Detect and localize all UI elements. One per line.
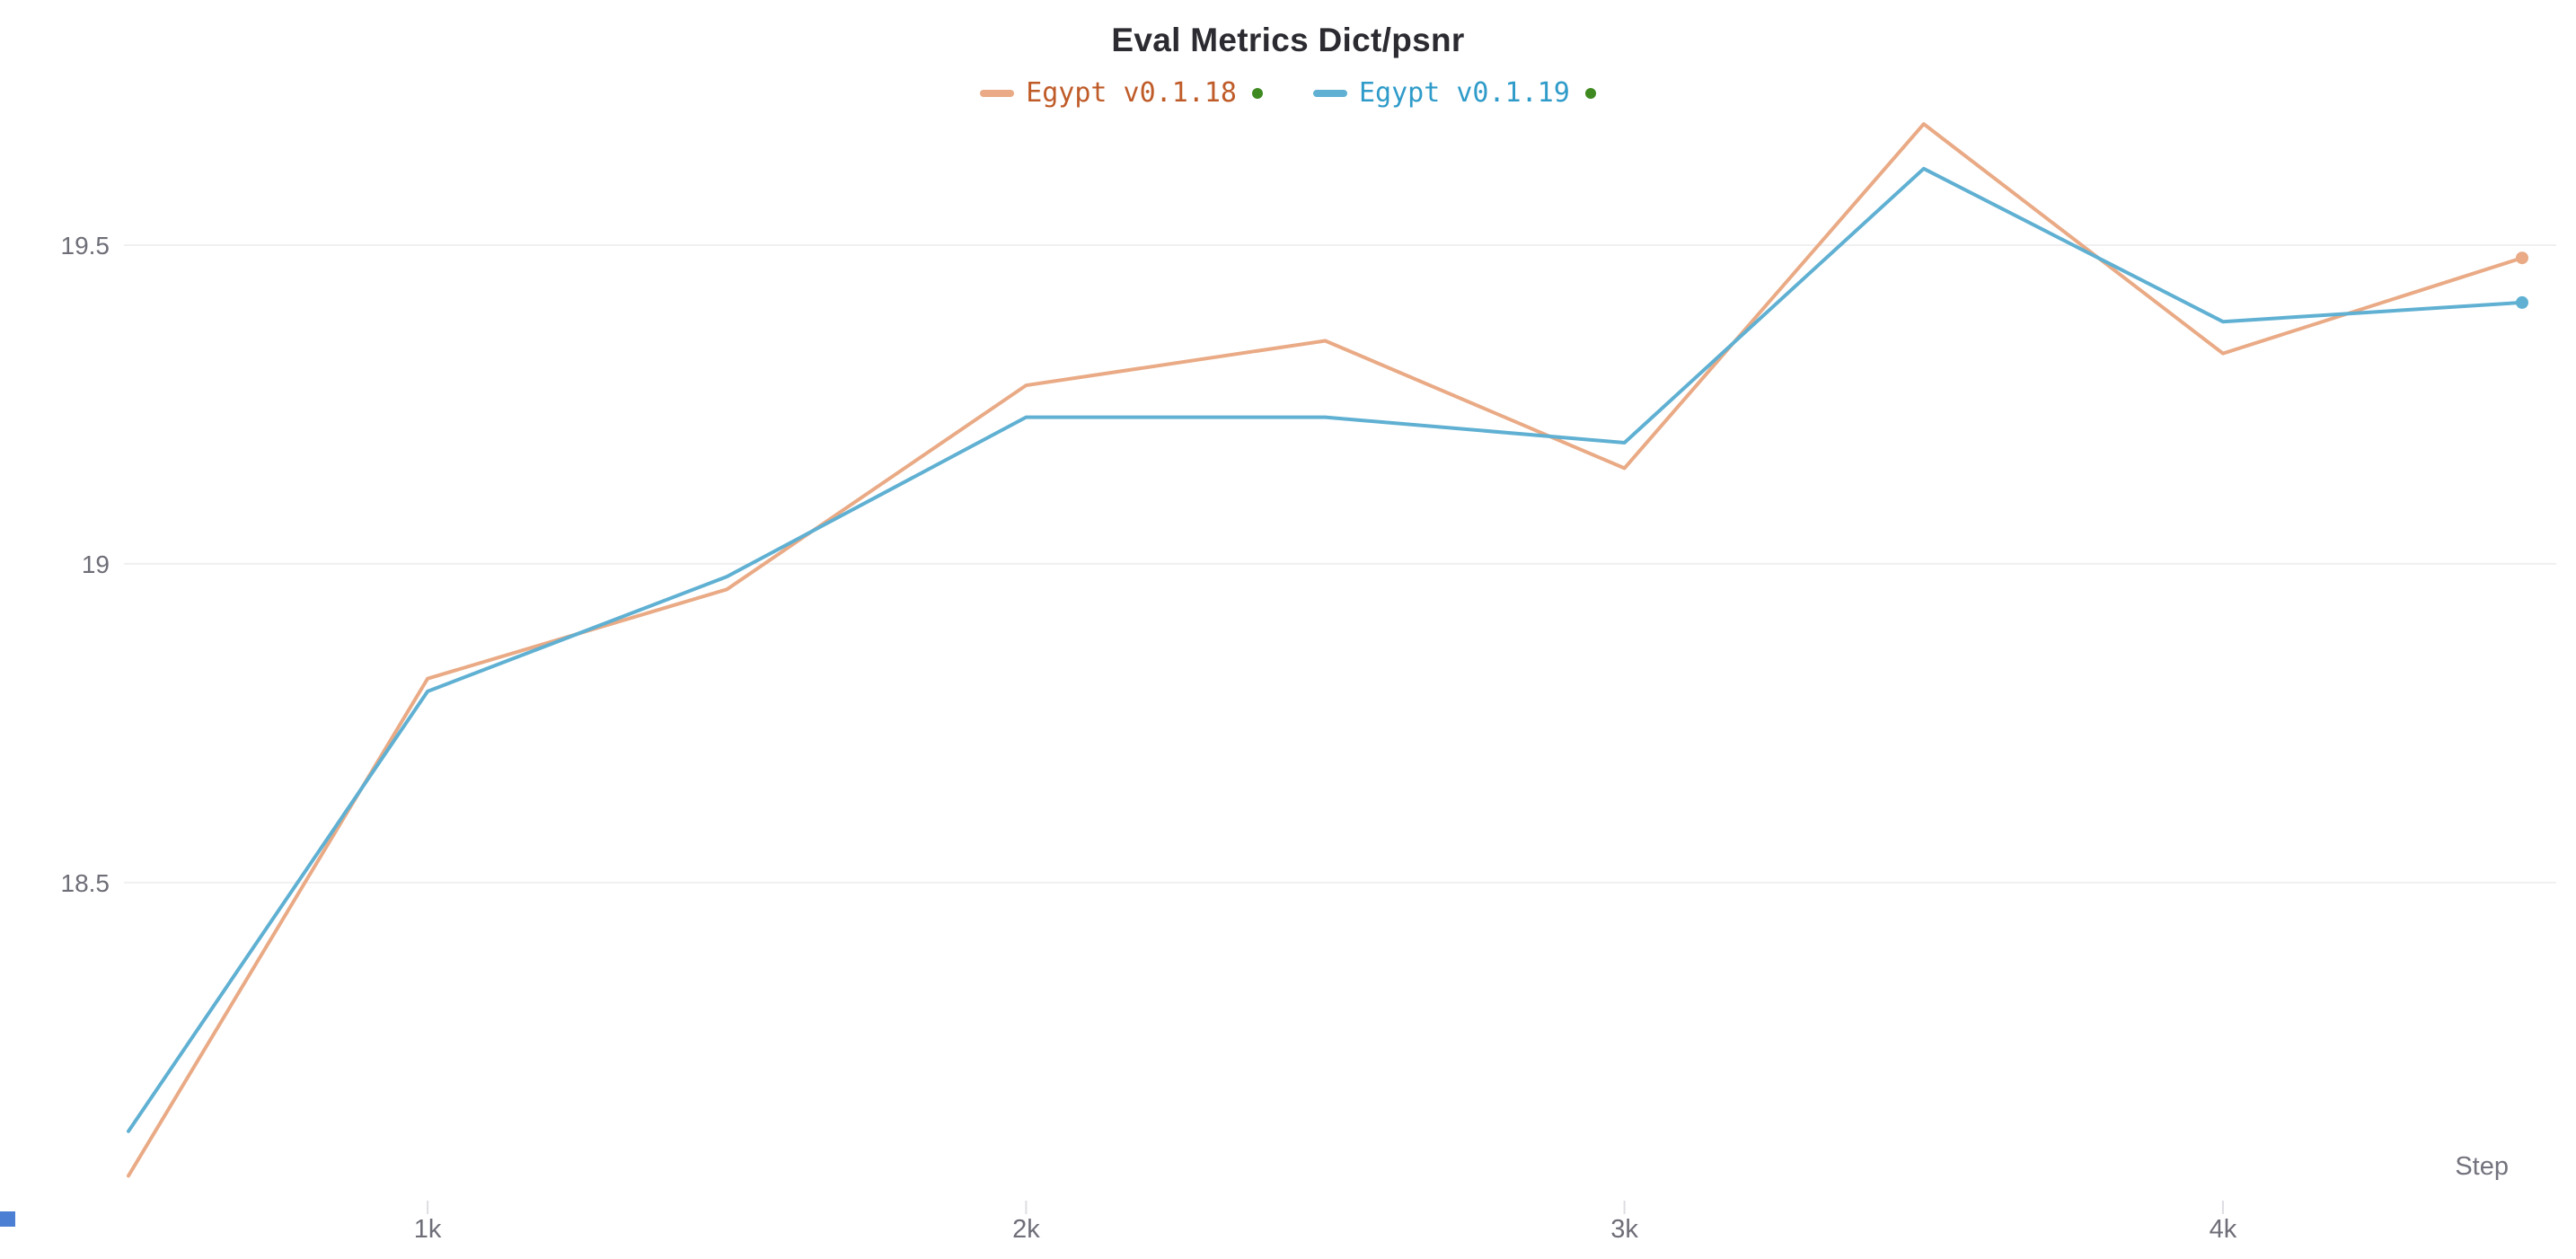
legend-item-run-2[interactable]: Egypt v0.1.19 — [1313, 77, 1596, 109]
x-axis-title: Step — [2455, 1152, 2509, 1181]
x-tick-label: 3k — [1610, 1215, 1638, 1244]
chart-title: Eval Metrics Dict/psnr — [1111, 22, 1465, 58]
legend-item-run-1[interactable]: Egypt v0.1.18 — [980, 77, 1263, 109]
legend-run-name: Egypt v0.1.18 — [1026, 77, 1237, 109]
y-tick-label: 19.5 — [61, 232, 110, 260]
series-line-1 — [127, 166, 2524, 1133]
x-tick-label: 1k — [414, 1215, 442, 1244]
series-end-marker-1 — [2516, 295, 2528, 309]
legend-line-swatch-icon — [980, 89, 1015, 97]
run-state-dot-icon — [1252, 87, 1263, 99]
x-tick-label: 4k — [2210, 1215, 2237, 1244]
y-tick-label: 18.5 — [61, 869, 110, 897]
x-tick-label: 2k — [1012, 1215, 1040, 1244]
series-line-0 — [127, 122, 2524, 1178]
legend-run-name: Egypt v0.1.19 — [1359, 77, 1570, 109]
chart-legend: Egypt v0.1.18 Egypt v0.1.19 — [0, 77, 2576, 109]
legend-line-swatch-icon — [1313, 89, 1347, 97]
y-tick-label: 19 — [82, 550, 110, 578]
run-state-dot-icon — [1584, 87, 1596, 99]
series-end-marker-0 — [2516, 251, 2528, 265]
panel-corner-handle[interactable] — [0, 1211, 15, 1227]
